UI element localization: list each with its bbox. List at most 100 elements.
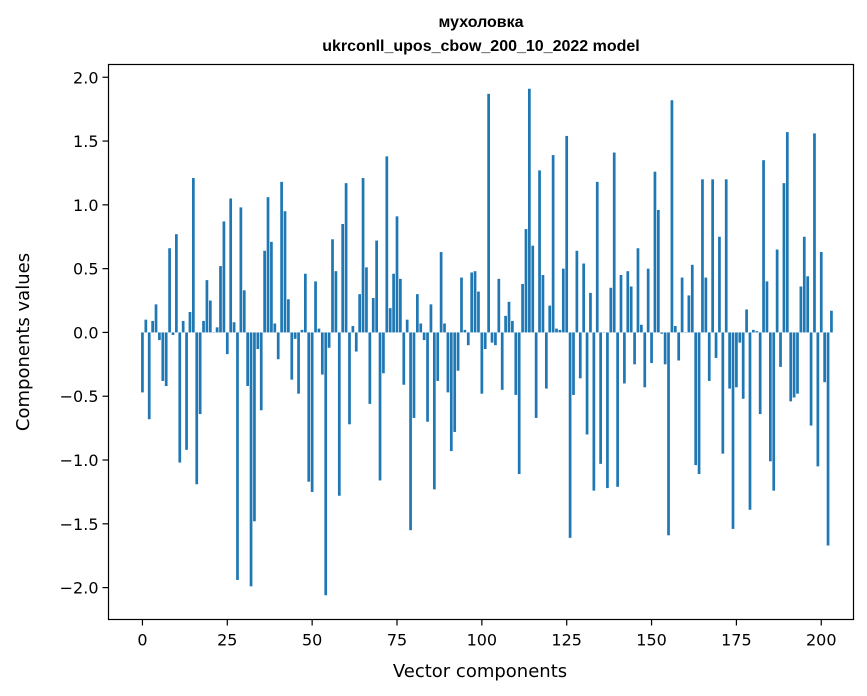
y-tick-label: 2.0 [73,68,98,87]
bar-component-142 [623,332,626,384]
bar-component-121 [551,155,555,333]
bar-component-114 [528,88,531,333]
bar-component-176 [738,332,742,343]
bar-component-187 [775,249,779,333]
bar-component-167 [707,332,711,381]
bar-component-71 [382,332,385,374]
bar-component-26 [229,198,233,333]
bar-component-33 [253,332,256,522]
bar-component-79 [409,332,412,531]
bar-component-159 [680,277,684,333]
bar-component-165 [701,179,704,333]
bar-component-78 [405,319,409,333]
bar-component-199 [816,332,820,467]
bar-component-18 [202,320,205,333]
bar-component-139 [612,152,616,333]
bar-component-46 [297,332,300,394]
bar-component-118 [541,275,545,333]
bar-component-201 [823,332,827,383]
bar-component-90 [446,332,450,393]
bar-component-23 [219,266,222,333]
bar-component-135 [599,332,602,464]
bar-component-30 [242,290,246,333]
bar-component-168 [711,179,715,333]
bar-component-184 [765,281,769,333]
bar-component-153 [660,332,664,334]
bar-component-62 [351,326,355,333]
bar-component-115 [531,245,535,333]
bar-component-36 [263,250,266,333]
bar-component-12 [181,320,185,333]
bar-component-154 [663,332,667,365]
ticks-group: 0 25 50 75 100 125 150 175 200 2.0 1.5 1.0 0.5 0.0 −0.… [60,68,837,649]
x-tick-label: 100 [467,631,498,650]
bar-component-103 [490,332,494,343]
bar-component-14 [188,312,192,333]
bar-component-191 [789,332,793,402]
bar-component-132 [589,292,592,333]
x-axis-label: Vector components [393,661,567,682]
bar-component-193 [796,332,799,394]
bar-component-119 [544,332,548,389]
bar-component-190 [785,132,789,333]
bar-component-44 [290,332,294,380]
bar-component-148 [643,332,647,388]
x-tick-label: 125 [551,631,582,650]
bar-component-169 [714,332,718,358]
x-tick-label: 175 [721,631,752,650]
bar-component-70 [378,332,382,481]
bar-component-188 [779,332,782,367]
bar-component-133 [592,332,596,491]
bar-component-171 [721,332,725,454]
y-tick-label: −1.5 [60,515,99,534]
chart-title: мухоловка [438,14,523,31]
bar-component-35 [259,332,263,411]
bar-component-189 [782,183,786,333]
bar-component-95 [463,329,467,333]
bar-component-157 [673,326,677,333]
bar-component-126 [568,332,572,538]
x-tick-label: 0 [137,631,147,650]
bar-component-200 [819,252,823,333]
bar-component-166 [704,277,708,333]
bar-component-20 [208,300,212,333]
bar-component-8 [168,248,171,333]
bar-component-203 [830,310,833,333]
bar-component-129 [578,332,582,379]
bar-component-156 [670,100,674,333]
bar-component-144 [629,286,633,333]
bar-component-102 [487,93,490,333]
bar-component-92 [453,332,457,432]
y-tick-label: 0.0 [73,323,98,342]
bar-component-198 [813,133,816,333]
bar-component-196 [806,276,810,333]
bar-component-164 [697,332,701,475]
bar-component-5 [158,332,161,341]
bar-component-97 [470,272,474,333]
bar-component-110 [514,332,518,395]
y-tick-label: −0.5 [60,387,99,406]
bar-component-178 [745,309,748,333]
bar-component-107 [504,315,507,333]
bar-component-117 [538,170,541,333]
x-tick-label: 50 [302,631,322,650]
bar-component-96 [466,332,470,346]
bar-component-150 [650,332,653,364]
bar-component-93 [456,332,460,371]
bar-component-100 [480,332,484,394]
bar-component-113 [524,229,528,333]
bar-component-29 [239,207,243,333]
x-tick-label: 150 [636,631,667,650]
bar-component-43 [287,299,290,333]
bar-component-163 [694,332,698,466]
bar-component-179 [748,332,752,510]
bar-component-41 [280,181,283,333]
x-tick-label: 25 [217,631,237,650]
bar-component-94 [460,277,463,333]
bar-component-87 [436,332,440,381]
bar-component-162 [690,264,694,333]
bar-component-58 [337,332,341,496]
bar-component-105 [497,278,501,333]
bar-component-173 [728,332,731,389]
bar-component-25 [225,332,229,355]
